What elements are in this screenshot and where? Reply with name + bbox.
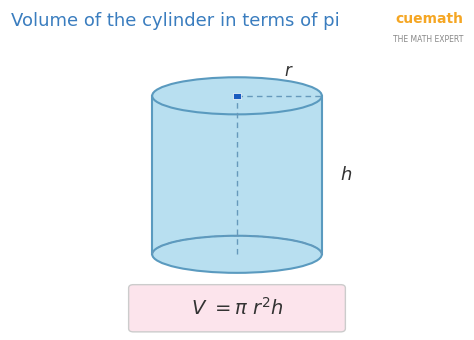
FancyBboxPatch shape (128, 285, 346, 332)
Text: Volume of the cylinder in terms of pi: Volume of the cylinder in terms of pi (11, 12, 339, 30)
Text: V $=\pi\ r^2h$: V $=\pi\ r^2h$ (191, 297, 283, 319)
Text: r: r (284, 62, 292, 80)
PathPatch shape (152, 96, 322, 254)
Text: cuemath: cuemath (395, 12, 463, 26)
Text: h: h (341, 166, 352, 184)
Ellipse shape (152, 77, 322, 114)
Ellipse shape (152, 236, 322, 273)
Text: THE MATH EXPERT: THE MATH EXPERT (393, 35, 463, 44)
Bar (233, 93, 241, 99)
